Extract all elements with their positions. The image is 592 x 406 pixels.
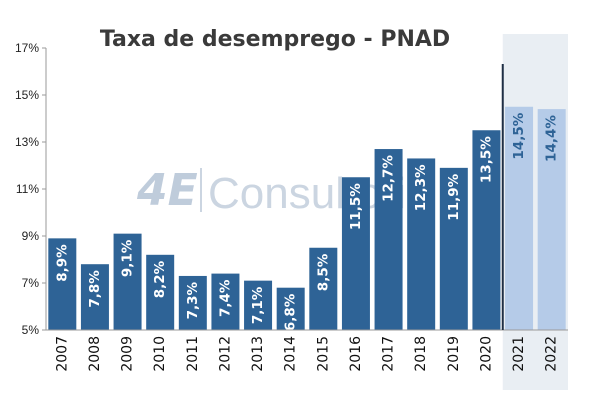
chart-title: Taxa de desemprego - PNAD (100, 27, 450, 52)
bar-2019 (439, 167, 468, 330)
bar-2020 (472, 130, 501, 330)
data-label-2018: 12,3% (413, 164, 429, 211)
data-label-2019: 11,9% (446, 173, 462, 220)
x-tick-label-2011: 2011 (185, 336, 201, 372)
y-tick-label: 15% (15, 88, 39, 102)
x-tick-label-2008: 2008 (87, 336, 103, 372)
y-tick-label: 5% (22, 323, 40, 337)
bar-2013 (244, 280, 273, 330)
bar-2009 (113, 233, 142, 330)
data-label-2015: 8,5% (315, 253, 331, 291)
x-axis-ticks: 2007 2008 2009 2010 2011 2012 2013 2014 2015 2016… (54, 336, 559, 372)
x-tick-label-2014: 2014 (283, 336, 299, 372)
bar-2008 (80, 264, 109, 330)
x-tick-label-2013: 2013 (250, 336, 266, 372)
bar-2022 (537, 109, 566, 330)
bar-2014 (276, 287, 305, 330)
y-tick-label: 13% (15, 135, 39, 149)
x-tick-label-2015: 2015 (315, 336, 331, 372)
x-tick-label-2012: 2012 (217, 336, 233, 372)
x-tick-label-2020: 2020 (478, 336, 494, 372)
bar-2011 (178, 275, 207, 330)
x-tick-label-2009: 2009 (120, 336, 136, 372)
bar-2016 (341, 177, 370, 330)
bars-group (48, 106, 566, 330)
x-tick-label-2016: 2016 (348, 336, 364, 372)
x-tick-label-2018: 2018 (413, 336, 429, 372)
data-label-2010: 8,2% (152, 260, 168, 298)
data-label-2007: 8,9% (54, 244, 70, 282)
data-label-2012: 7,4% (217, 279, 233, 317)
x-tick-label-2010: 2010 (152, 336, 168, 372)
bar-2015 (309, 247, 338, 330)
data-label-2009: 9,1% (120, 239, 136, 277)
data-label-2013: 7,1% (250, 286, 266, 324)
bar-2017 (374, 149, 403, 330)
bar-2012 (211, 273, 240, 330)
y-tick-label: 17% (15, 41, 39, 55)
data-label-2017: 12,7% (381, 155, 397, 202)
data-label-2020: 13,5% (478, 136, 494, 183)
svg-text:4E: 4E (136, 165, 198, 216)
y-tick-label: 11% (16, 182, 39, 196)
data-labels-group: 8,9% 7,8% 9,1% 8,2% 7,3% 7,4% 7,1% 6,8% 8,5% 11,5… (54, 112, 559, 331)
bar-2010 (146, 254, 175, 330)
x-tick-label-2017: 2017 (381, 336, 397, 372)
y-tick-label: 9% (22, 229, 40, 243)
bar-2018 (407, 158, 436, 330)
x-tick-label-2007: 2007 (54, 336, 70, 372)
data-label-2014: 6,8% (283, 293, 299, 331)
data-label-2008: 7,8% (87, 270, 103, 308)
data-label-2022: 14,4% (544, 115, 560, 162)
x-tick-label-2019: 2019 (446, 336, 462, 372)
data-label-2011: 7,3% (185, 281, 201, 319)
x-tick-label-2021: 2021 (511, 336, 527, 372)
bar-2021 (505, 106, 534, 330)
y-axis-ticks: 5% 7% 9% 11% 13% 15% 17% (15, 41, 46, 337)
x-tick-label-2022: 2022 (544, 336, 560, 372)
data-label-2021: 14,5% (511, 112, 527, 159)
bar-2007 (48, 238, 77, 330)
y-tick-label: 7% (22, 276, 40, 290)
data-label-2016: 11,5% (348, 183, 364, 230)
